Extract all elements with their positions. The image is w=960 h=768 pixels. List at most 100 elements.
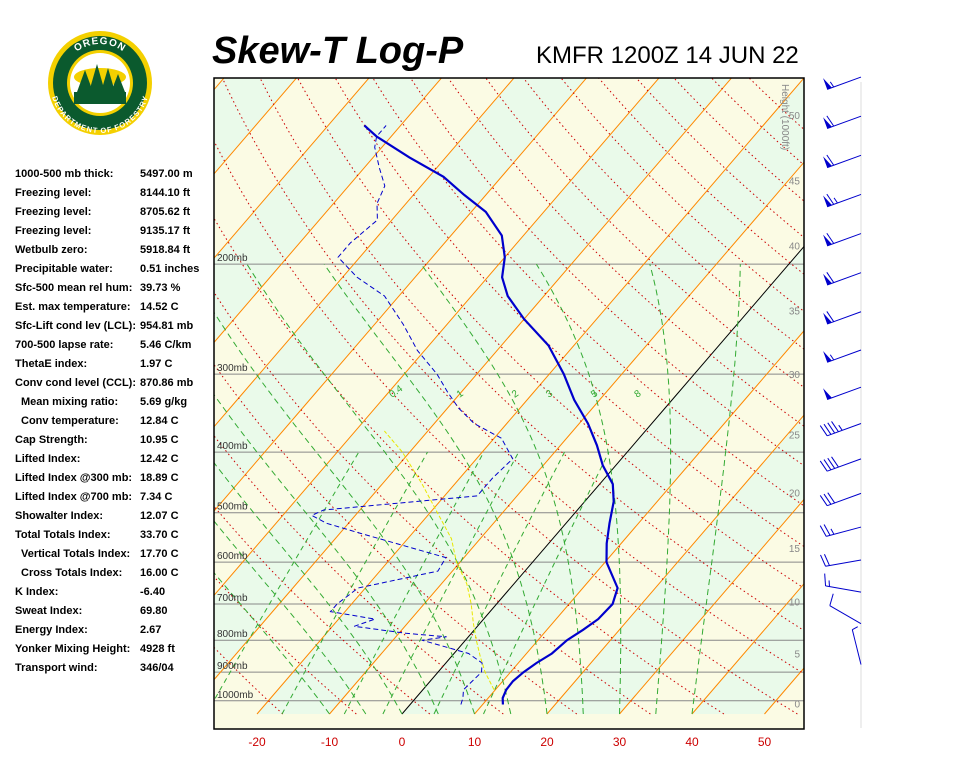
stat-row: Freezing level: 8144.10 ft	[15, 187, 215, 205]
stat-value: 5.69 g/kg	[140, 396, 188, 408]
dry-adiabat-line	[214, 363, 578, 715]
stat-row: Total Totals Index: 33.70 C	[15, 529, 215, 547]
mixing-ratio-line	[214, 451, 360, 702]
stat-row: Precipitable water: 0.51 inches	[15, 263, 215, 281]
height-tick-label: 35	[789, 307, 801, 318]
wind-barb	[823, 386, 862, 400]
stat-row: Cap Strength: 10.95 C	[15, 434, 215, 452]
wind-barb	[819, 492, 862, 507]
stat-value: 9135.17 ft	[140, 225, 191, 237]
isotherm-line	[214, 78, 733, 681]
stat-label: Sweat Index:	[15, 605, 83, 617]
height-axis-label: Height (1000ft)	[779, 84, 790, 150]
stat-label: Conv cond level (CCL):	[15, 377, 137, 389]
stat-value: 10.95 C	[140, 434, 179, 446]
isotherm-line	[214, 78, 370, 259]
stat-value: 5918.84 ft	[140, 244, 191, 256]
stat-row: Sfc-500 mean rel hum: 39.73 %	[15, 282, 215, 300]
dry-adiabat-line	[522, 78, 804, 350]
stat-row: Est. max temperature: 14.52 C	[15, 301, 215, 319]
height-tick-label: 25	[789, 430, 801, 441]
stat-row: Sfc-Lift cond lev (LCL): 954.81 mb	[15, 320, 215, 338]
stat-value: 14.52 C	[140, 301, 179, 313]
mixing-ratio-line	[483, 451, 610, 715]
temperature-trace	[363, 124, 619, 705]
height-tick-label: 50	[789, 111, 801, 122]
stat-label: Lifted Index:	[15, 453, 81, 465]
pressure-label: 400mb	[217, 441, 248, 452]
moist-adiabat-line	[420, 263, 584, 715]
isotherm-line	[214, 78, 515, 428]
stat-row: ThetaE index: 1.97 C	[15, 358, 215, 376]
mixing-ratio-line	[382, 451, 520, 715]
x-tick-label: 50	[758, 735, 772, 749]
stat-row: Lifted Index: 12.42 C	[15, 453, 215, 471]
pressure-label: 800mb	[217, 629, 248, 640]
stat-label: ThetaE index:	[15, 358, 88, 370]
mixing-ratio-line	[343, 451, 485, 715]
stat-row: Wetbulb zero: 5918.84 ft	[15, 244, 215, 262]
stat-label: Showalter Index:	[15, 510, 104, 522]
stat-label: 1000-500 mb thick:	[15, 168, 114, 180]
x-tick-label: -10	[321, 735, 339, 749]
moist-adiabat-line	[246, 263, 512, 715]
pressure-label: 1000mb	[217, 690, 254, 701]
pressure-label: 300mb	[217, 363, 248, 374]
stat-row: Freezing level: 8705.62 ft	[15, 206, 215, 224]
dry-adiabat-line	[372, 78, 804, 507]
dry-adiabat-line	[221, 78, 804, 675]
stat-value: 69.80	[140, 605, 168, 617]
wind-barb	[823, 232, 862, 247]
height-tick-label: 10	[789, 598, 801, 609]
stat-value: 17.70 C	[140, 548, 179, 560]
stat-row: Energy Index: 2.67	[15, 624, 215, 642]
dry-adiabat-line	[214, 217, 725, 715]
stat-label: Vertical Totals Index:	[21, 548, 131, 560]
stat-label: Conv temperature:	[21, 415, 119, 427]
stat-value: 12.07 C	[140, 510, 179, 522]
dry-adiabat-line	[673, 78, 804, 202]
dry-adiabat-line	[259, 78, 804, 632]
skewt-plot: 0.4 1 2 3 5 8	[214, 78, 804, 729]
oregon-forestry-logo: OREGON DEPARTMENT OF FORESTRY	[47, 30, 153, 136]
stat-value: 346/04	[140, 662, 174, 674]
isotherm-line	[214, 78, 588, 512]
isotherm-line	[329, 161, 804, 715]
stat-label: 700-500 lapse rate:	[15, 339, 114, 351]
stat-label: Freezing level:	[15, 225, 92, 237]
stat-value: 4928 ft	[140, 643, 175, 655]
x-tick-label: 20	[540, 735, 554, 749]
stat-label: Wetbulb zero:	[15, 244, 88, 256]
mixing-ratio-label: 1	[455, 388, 466, 400]
stat-value: 7.34 C	[140, 491, 173, 503]
stat-row: 700-500 lapse rate: 5.46 C/km	[15, 339, 215, 357]
wind-barb	[819, 456, 862, 472]
wind-barb	[823, 193, 862, 208]
dry-adiabat-line	[597, 78, 804, 275]
isotherm-line	[619, 498, 804, 715]
stat-label: Est. max temperature:	[15, 301, 131, 313]
height-tick-label: 5	[794, 649, 800, 660]
stat-label: Transport wind:	[15, 662, 98, 674]
wind-barb	[829, 593, 862, 625]
stat-value: 33.70 C	[140, 529, 179, 541]
height-tick-label: 0	[794, 699, 800, 710]
stat-label: K Index:	[15, 586, 59, 598]
stat-value: 5497.00 m	[140, 168, 193, 180]
stat-value: 8705.62 ft	[140, 206, 191, 218]
wind-barb	[820, 554, 862, 567]
wind-barb	[823, 154, 862, 169]
parcel-trace	[384, 430, 495, 690]
x-tick-label: 0	[399, 735, 406, 749]
stat-row: Conv cond level (CCL): 870.86 mb	[15, 377, 215, 395]
stat-value: 8144.10 ft	[140, 187, 191, 199]
stat-label: Sfc-Lift cond lev (LCL):	[15, 320, 136, 332]
moist-adiabat-line	[214, 461, 403, 715]
mixing-ratio-label: 2	[510, 388, 521, 400]
isotherm-line	[691, 582, 804, 715]
moist-adiabat-line	[649, 263, 672, 715]
wind-barb	[823, 272, 862, 286]
moist-adiabat-line	[691, 264, 741, 715]
stat-row: Lifted Index @300 mb: 18.89 C	[15, 472, 215, 490]
dry-adiabat-line	[635, 78, 804, 239]
